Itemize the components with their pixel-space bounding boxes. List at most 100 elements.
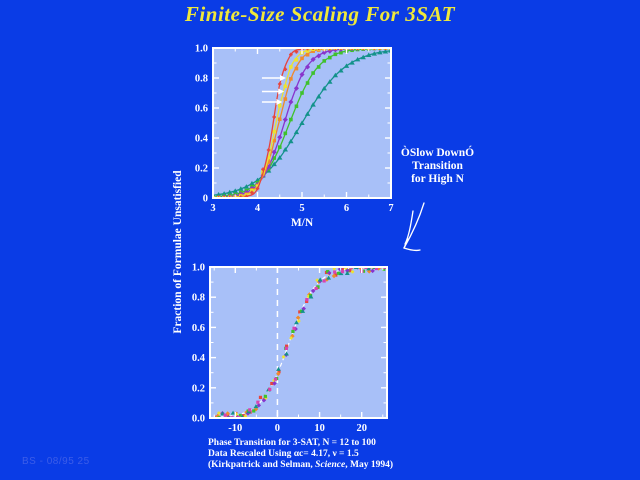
data-marker [382, 267, 386, 271]
data-marker [238, 413, 242, 418]
data-marker [334, 273, 338, 277]
data-marker [340, 267, 344, 271]
data-marker [327, 79, 333, 84]
plot-area [210, 267, 387, 418]
y-tick-label: 1.0 [192, 263, 205, 274]
data-marker [289, 77, 293, 81]
data-marker [354, 56, 361, 62]
data-marker [294, 320, 299, 325]
data-marker [297, 319, 301, 323]
data-marker [289, 65, 293, 69]
data-marker [271, 161, 277, 167]
caption: Phase Transition for 3-SAT, N = 12 to 10… [208, 438, 448, 471]
data-marker [270, 381, 274, 386]
slide-number: BS - 08/95 25 [22, 456, 90, 467]
data-marker [277, 155, 283, 160]
data-marker [283, 97, 288, 101]
data-marker [238, 186, 244, 191]
data-marker [310, 102, 316, 107]
data-marker [291, 329, 295, 333]
x-tick-label: 6 [344, 203, 349, 214]
data-marker [273, 377, 278, 381]
data-marker [339, 50, 343, 55]
data-marker [242, 414, 246, 418]
data-marker [360, 54, 366, 60]
data-marker [382, 49, 389, 54]
data-marker [317, 277, 323, 282]
x-axis-label: M/N [291, 217, 314, 229]
y-tick-label: 1.0 [195, 44, 208, 55]
data-marker [349, 60, 355, 65]
data-marker [321, 85, 327, 91]
slide-title: Finite-Size Scaling For 3SAT [184, 2, 456, 26]
data-marker [316, 285, 320, 289]
data-marker [272, 138, 276, 143]
data-marker [378, 48, 382, 50]
data-marker [300, 308, 306, 313]
data-marker [266, 148, 271, 152]
data-marker [217, 411, 221, 415]
data-marker [232, 188, 238, 193]
data-marker [292, 326, 296, 330]
data-marker [272, 115, 276, 119]
data-marker [223, 413, 227, 417]
data-marker [277, 117, 282, 122]
data-marker [294, 66, 299, 71]
data-marker [316, 65, 321, 69]
data-marker [272, 129, 276, 134]
data-marker [283, 131, 288, 136]
data-marker [315, 278, 319, 282]
y-tick-label: 0.6 [195, 104, 208, 115]
y-tick-label: 0.4 [192, 353, 206, 364]
data-marker [243, 184, 250, 189]
data-marker [331, 273, 337, 279]
data-marker [336, 271, 340, 275]
x-tick-label: 10 [314, 423, 325, 434]
data-marker [377, 49, 383, 55]
y-tick-label: 0.8 [192, 293, 205, 304]
data-marker [366, 267, 371, 271]
data-marker [289, 52, 293, 57]
data-marker [261, 167, 265, 172]
data-marker [366, 52, 372, 58]
data-marker [263, 394, 267, 398]
data-marker [249, 180, 255, 186]
data-marker [277, 82, 282, 86]
data-marker [340, 270, 345, 274]
data-marker [288, 138, 294, 144]
data-marker [361, 269, 366, 273]
data-marker [361, 48, 365, 50]
data-marker [315, 94, 322, 99]
data-marker [311, 71, 315, 75]
data-marker [305, 81, 310, 85]
data-marker [255, 184, 260, 189]
slow-down-annotation: ÒSlow DownÓ Transition for High N [385, 147, 490, 186]
data-marker [282, 146, 289, 152]
data-marker [285, 344, 289, 348]
data-marker [372, 48, 377, 50]
x-tick-label: 3 [210, 203, 215, 214]
y-tick-label: 0.0 [192, 414, 205, 425]
data-marker [230, 410, 236, 415]
data-marker [305, 299, 309, 304]
data-marker [266, 160, 271, 164]
pointer-arrowhead [276, 99, 283, 105]
data-marker [252, 409, 256, 413]
data-marker [294, 50, 299, 54]
data-marker [294, 104, 299, 109]
data-marker [322, 279, 326, 283]
data-marker [289, 336, 293, 340]
data-marker [339, 48, 343, 50]
x-tick-label: 5 [299, 203, 304, 214]
data-marker [256, 400, 260, 404]
data-marker [338, 68, 344, 73]
data-marker [333, 48, 338, 50]
data-marker [326, 269, 330, 274]
annotation-line-1: ÒSlow DownÓ [400, 147, 475, 159]
data-marker [277, 145, 282, 149]
data-marker [276, 366, 281, 371]
y-tick-label: 0 [203, 194, 208, 205]
data-marker [293, 129, 300, 135]
bottom-chart: -10 0 10 20 0.0 0.2 0.4 0.6 0.8 1.0 [192, 263, 388, 434]
